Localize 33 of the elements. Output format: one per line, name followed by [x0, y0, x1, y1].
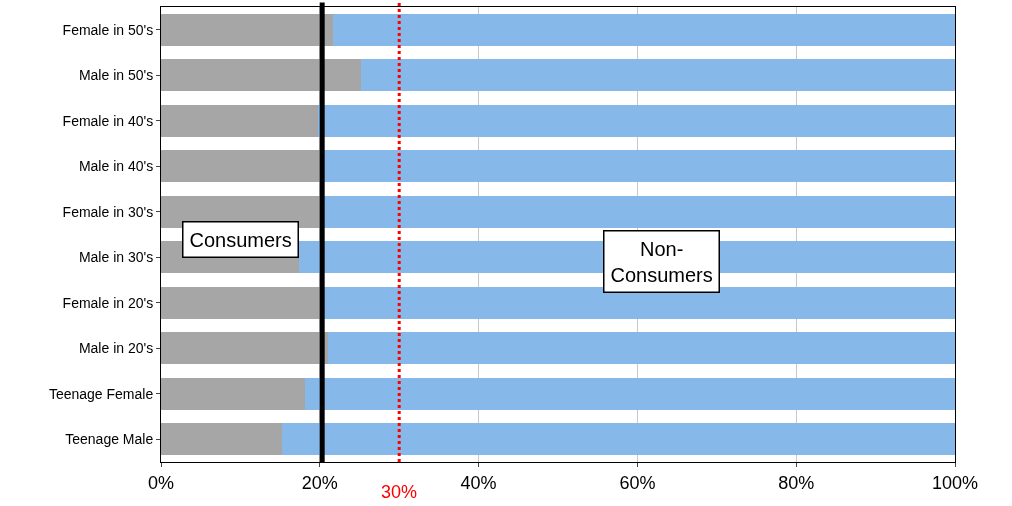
bar [161, 13, 333, 46]
y-tick-label: Male in 40's [78, 158, 154, 175]
y-tick-label: Teenage Female [48, 385, 154, 402]
bar [161, 104, 319, 137]
bar [327, 332, 955, 365]
y-tick-label: Male in 30's [78, 249, 154, 266]
bar [161, 150, 320, 183]
annotation: Non- Consumers [610, 237, 713, 286]
x-tick-label: 60% [619, 472, 656, 493]
bar [304, 377, 955, 410]
x-tick-label: 0% [147, 472, 175, 493]
y-tick-label: Teenage Male [65, 431, 154, 448]
y-tick-label: Female in 20's [62, 294, 154, 311]
bar [161, 286, 320, 319]
x-tick-label: 80% [778, 472, 815, 493]
bar [318, 104, 955, 137]
bar [361, 59, 955, 92]
bar [161, 59, 362, 92]
annotation: Consumers [189, 228, 292, 251]
bar [161, 423, 282, 456]
x-tick-label: 40% [460, 472, 497, 493]
y-tick-label: Female in 40's [62, 112, 154, 129]
ref-line-label: 30% [381, 482, 418, 502]
x-tick-label: 20% [301, 472, 338, 493]
bar [161, 332, 328, 365]
bar [332, 13, 955, 46]
bar [161, 377, 305, 410]
bar [281, 423, 955, 456]
x-tick-label: 100% [931, 472, 979, 493]
y-tick-label: Female in 50's [62, 21, 154, 38]
y-tick-label: Male in 20's [78, 340, 154, 357]
y-tick-label: Male in 50's [78, 67, 154, 84]
y-tick-label: Female in 30's [62, 203, 154, 220]
